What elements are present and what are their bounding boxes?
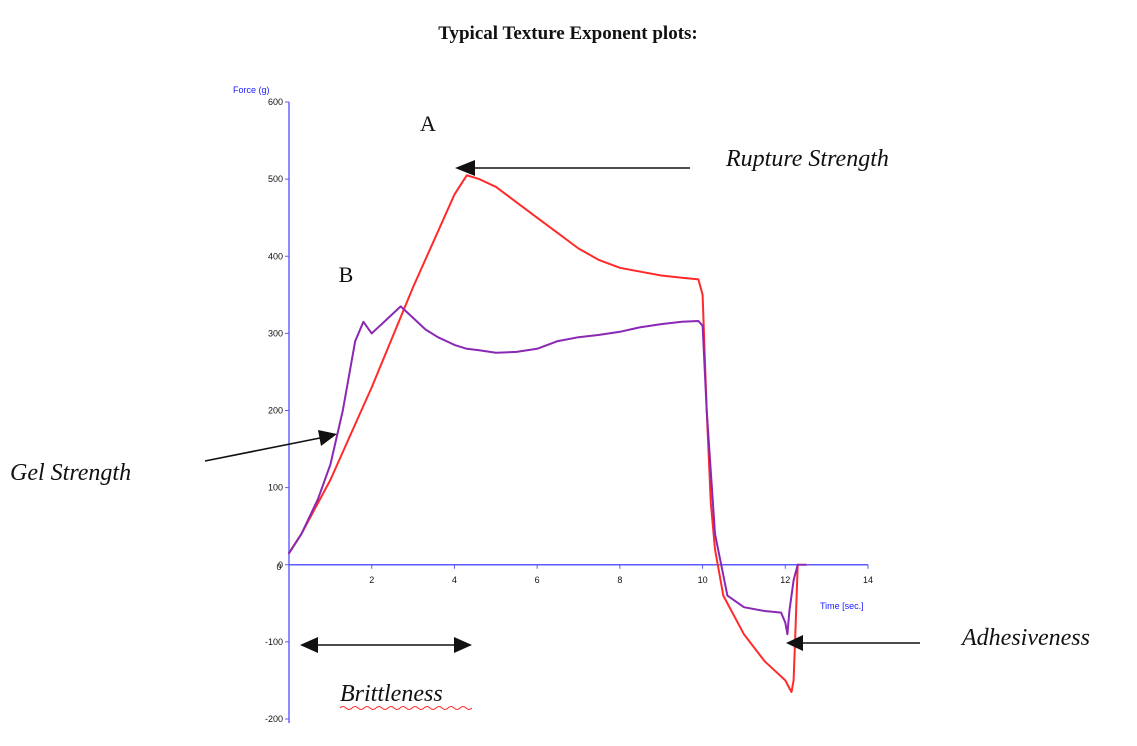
gel-strength-arrow xyxy=(204,437,321,462)
series-line-b xyxy=(288,305,807,636)
curve-label-b: B xyxy=(339,262,354,287)
y-axis-label: Force (g) xyxy=(233,85,270,95)
curves xyxy=(288,174,807,693)
y-tick-label: 100 xyxy=(268,483,283,493)
y-tick-label: 300 xyxy=(268,328,283,338)
rupture-strength-arrowhead xyxy=(455,160,475,176)
y-tick-label: 400 xyxy=(268,251,283,261)
annotation-brittleness: Brittleness xyxy=(340,681,443,707)
annotation-rupture-strength: Rupture Strength xyxy=(725,146,889,172)
y-tick-label: 0 xyxy=(278,560,283,570)
x-tick-label: 8 xyxy=(617,575,622,585)
y-tick-label: 600 xyxy=(268,97,283,107)
x-tick-label: 0 xyxy=(276,562,281,572)
y-tick-label: -200 xyxy=(265,714,283,724)
brittleness-arrowhead-right xyxy=(454,637,472,653)
annotation-gel-strength: Gel Strength xyxy=(10,460,131,486)
x-axis-label: Time [sec.] xyxy=(820,601,864,611)
x-tick-label: 14 xyxy=(863,575,873,585)
x-tick-label: 12 xyxy=(780,575,790,585)
spellcheck-underline xyxy=(339,706,473,710)
x-tick-label: 4 xyxy=(452,575,457,585)
x-tick-label: 10 xyxy=(698,575,708,585)
x-tick-label: 6 xyxy=(535,575,540,585)
y-tick-label: 500 xyxy=(268,174,283,184)
brittleness-arrowhead-left xyxy=(300,637,318,653)
gel-strength-arrowhead xyxy=(318,430,337,446)
y-tick-label: 200 xyxy=(268,406,283,416)
curve-label-a: A xyxy=(420,111,436,136)
chart-title: Typical Texture Exponent plots: xyxy=(438,23,698,44)
series-line-a xyxy=(288,174,799,693)
y-tick-label: -100 xyxy=(265,637,283,647)
adhesiveness-arrowhead xyxy=(786,635,803,651)
x-tick-label: 2 xyxy=(369,575,374,585)
annotation-arrows xyxy=(204,160,920,653)
annotation-adhesiveness: Adhesiveness xyxy=(960,625,1090,651)
